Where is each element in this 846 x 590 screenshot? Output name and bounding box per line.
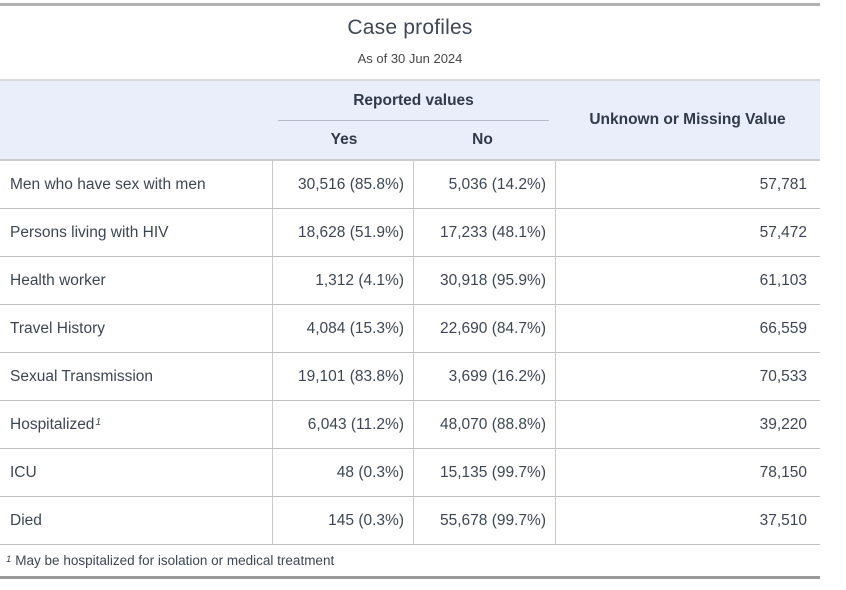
column-header-no: No [472, 131, 493, 148]
unknown-value: 37,510 [555, 497, 820, 544]
yes-value: 145 (0.3%) [272, 497, 413, 544]
unknown-value: 57,781 [555, 161, 820, 208]
unknown-value: 61,103 [555, 257, 820, 304]
no-value: 3,699 (16.2%) [413, 353, 555, 400]
table-row: Health worker 1,312 (4.1%) 30,918 (95.9%… [0, 257, 820, 305]
yes-value: 1,312 (4.1%) [272, 257, 413, 304]
yes-value: 30,516 (85.8%) [272, 161, 413, 208]
column-header-unknown: Unknown or Missing Value [589, 111, 786, 128]
table-row: Persons living with HIV 18,628 (51.9%) 1… [0, 209, 820, 257]
header-empty-cell [0, 81, 272, 159]
yes-value: 18,628 (51.9%) [272, 209, 413, 256]
unknown-value: 70,533 [555, 353, 820, 400]
table-row: Died 145 (0.3%) 55,678 (99.7%) 37,510 [0, 497, 820, 545]
no-value: 48,070 (88.8%) [413, 401, 555, 448]
as-of-date-subtitle: As of 30 Jun 2024 [357, 51, 463, 66]
table-row: Sexual Transmission 19,101 (83.8%) 3,699… [0, 353, 820, 401]
row-label: ICU [10, 463, 37, 481]
row-label: Persons living with HIV [10, 223, 169, 241]
unknown-value: 66,559 [555, 305, 820, 352]
table-row: ICU 48 (0.3%) 15,135 (99.7%) 78,150 [0, 449, 820, 497]
column-header-yes: Yes [330, 131, 358, 148]
yes-value: 48 (0.3%) [272, 449, 413, 496]
footnote-text: May be hospitalized for isolation or med… [15, 553, 335, 568]
row-label: Men who have sex with men [10, 175, 206, 193]
reported-values-group: Reported values Yes No [272, 81, 555, 159]
yes-value: 4,084 (15.3%) [272, 305, 413, 352]
no-value: 15,135 (99.7%) [413, 449, 555, 496]
footnote-marker: 1 [6, 554, 12, 565]
no-value: 30,918 (95.9%) [413, 257, 555, 304]
table-header: Reported values Yes No Unknown or Missin… [0, 79, 820, 161]
unknown-value: 57,472 [555, 209, 820, 256]
row-label: Sexual Transmission [10, 367, 154, 385]
footnote-marker: 1 [95, 417, 101, 428]
no-value: 22,690 (84.7%) [413, 305, 555, 352]
unknown-value: 39,220 [555, 401, 820, 448]
row-label: Travel History [10, 319, 106, 337]
top-divider [0, 3, 820, 6]
yes-no-subheaders: Yes No [275, 121, 552, 159]
yes-value: 6,043 (11.2%) [272, 401, 413, 448]
no-value: 55,678 (99.7%) [413, 497, 555, 544]
row-label: Hospitalized 1 [10, 415, 101, 433]
unknown-value: 78,150 [555, 449, 820, 496]
table-footnote: 1 May be hospitalized for isolation or m… [0, 545, 820, 579]
page-title: Case profiles [347, 16, 473, 39]
no-value: 5,036 (14.2%) [413, 161, 555, 208]
table-body: Men who have sex with men 30,516 (85.8%)… [0, 161, 820, 545]
row-label: Health worker [10, 271, 106, 289]
table-row: Hospitalized 1 6,043 (11.2%) 48,070 (88.8… [0, 401, 820, 449]
table-row: Travel History 4,084 (15.3%) 22,690 (84.… [0, 305, 820, 353]
no-value: 17,233 (48.1%) [413, 209, 555, 256]
case-profiles-table-visual: Case profiles As of 30 Jun 2024 Reported… [0, 3, 820, 579]
yes-value: 19,101 (83.8%) [272, 353, 413, 400]
table-row: Men who have sex with men 30,516 (85.8%)… [0, 161, 820, 209]
row-label: Died [10, 511, 42, 529]
reported-values-header: Reported values [278, 81, 549, 121]
